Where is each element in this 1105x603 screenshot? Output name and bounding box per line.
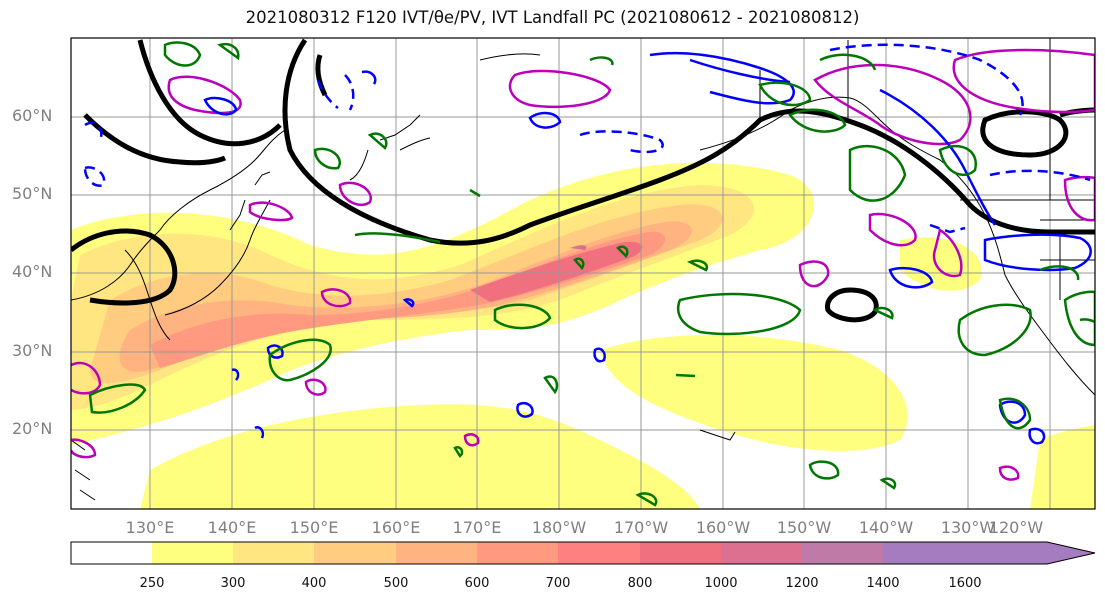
- lon-label-130w: 130°W: [940, 518, 996, 537]
- colorbar-tick-600: 600: [464, 576, 490, 591]
- colorbar-tick-250: 250: [139, 576, 165, 591]
- black-contours: [71, 38, 1095, 323]
- lat-label-40n: 40°N: [12, 262, 53, 281]
- lon-label-160e: 160°E: [371, 518, 421, 537]
- lon-label-120w: 120°W: [988, 518, 1044, 537]
- green-contours: [88, 41, 1095, 507]
- lat-label-50n: 50°N: [12, 184, 53, 203]
- coastlines: [71, 38, 1095, 501]
- colorbar-tick-1600: 1600: [948, 576, 982, 591]
- lon-label-140w: 140°W: [858, 518, 914, 537]
- lon-label-150w: 150°W: [776, 518, 832, 537]
- lon-label-180w: 180°W: [531, 518, 587, 537]
- lat-label-60n: 60°N: [12, 106, 53, 125]
- lon-label-150e: 150°E: [289, 518, 339, 537]
- lon-label-140e: 140°E: [207, 518, 257, 537]
- ivt-shading: [71, 162, 1095, 509]
- lon-label-130e: 130°E: [125, 518, 175, 537]
- lat-label-20n: 20°N: [12, 419, 53, 438]
- map-frame: [70, 37, 1096, 510]
- colorbar-tick-500: 500: [383, 576, 409, 591]
- colorbar-tick-1200: 1200: [785, 576, 819, 591]
- lon-label-170w: 170°W: [613, 518, 669, 537]
- colorbar: [70, 541, 1096, 565]
- colorbar-tick-400: 400: [301, 576, 327, 591]
- lon-label-160w: 160°W: [695, 518, 751, 537]
- colorbar-tick-700: 700: [545, 576, 571, 591]
- blue-contours: [83, 43, 1092, 445]
- colorbar-tick-1000: 1000: [704, 576, 738, 591]
- figure-title: 2021080312 F120 IVT/θe/PV, IVT Landfall …: [245, 8, 860, 27]
- lat-label-30n: 30°N: [12, 341, 53, 360]
- colorbar-tick-800: 800: [627, 576, 653, 591]
- lon-label-170e: 170°E: [452, 518, 502, 537]
- colorbar-tick-1400: 1400: [866, 576, 900, 591]
- colorbar-tick-300: 300: [220, 576, 246, 591]
